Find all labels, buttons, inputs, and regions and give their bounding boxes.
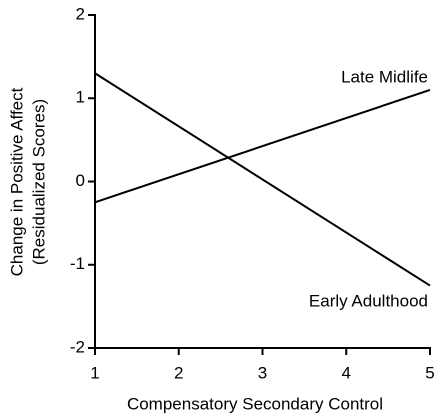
y-tick-label: 2 (76, 4, 85, 23)
series-line (94, 72, 431, 287)
y-axis-label: (Residualized Scores) (29, 99, 48, 265)
x-axis-label: Compensatory Secondary Control (127, 394, 383, 413)
y-tick-label: 1 (76, 88, 85, 107)
x-tick-label: 1 (90, 363, 99, 382)
y-tick-label: 0 (76, 171, 85, 190)
series-line (94, 88, 431, 204)
series-label: Late Midlife (341, 67, 428, 86)
x-tick-label: 4 (342, 363, 351, 382)
x-tick-label: 3 (258, 363, 267, 382)
y-axis-label: Change in Positive Affect (7, 87, 26, 276)
y-tick-label: -2 (70, 337, 85, 356)
series-label: Early Adulthood (309, 291, 428, 310)
x-tick-label: 2 (174, 363, 183, 382)
y-tick-label: -1 (70, 254, 85, 273)
x-tick-label: 5 (425, 363, 434, 382)
